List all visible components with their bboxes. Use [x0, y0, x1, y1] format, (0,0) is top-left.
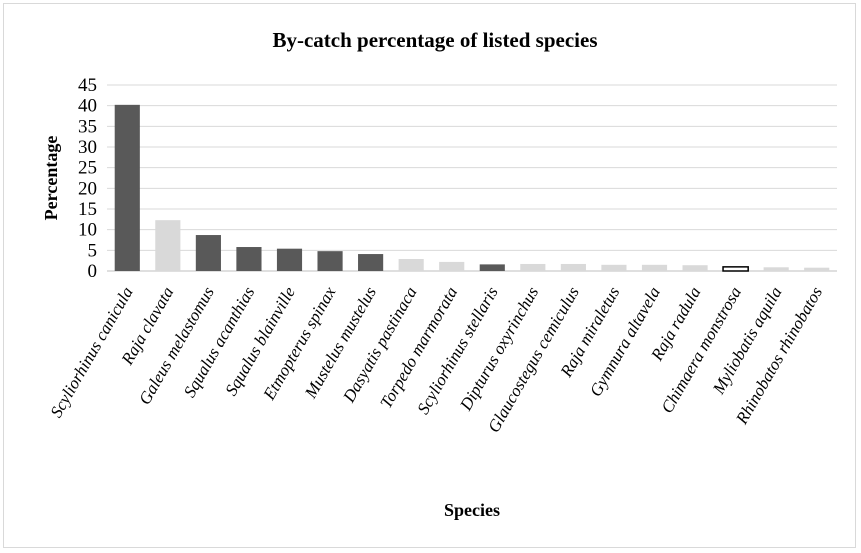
- bar: [560, 263, 586, 271]
- y-tick-label: 5: [88, 240, 98, 261]
- bar: [439, 261, 465, 271]
- bar: [114, 104, 140, 271]
- x-axis-title: Species: [444, 500, 500, 520]
- bar: [520, 263, 546, 271]
- y-tick-label: 0: [88, 261, 98, 282]
- bar: [763, 267, 789, 271]
- gridlines: [107, 84, 837, 272]
- chart-title: By-catch percentage of listed species: [272, 28, 597, 52]
- bar: [601, 264, 627, 271]
- bar: [317, 251, 343, 271]
- chart-frame: [3, 3, 856, 548]
- y-tick-label: 40: [78, 96, 97, 117]
- bar: [682, 265, 708, 271]
- bar: [804, 267, 830, 271]
- y-tick-label: 25: [78, 158, 97, 179]
- y-tick-label: 45: [78, 75, 97, 96]
- bars: [114, 104, 830, 272]
- bar: [195, 235, 221, 271]
- bar: [358, 254, 384, 271]
- y-tick-label: 20: [78, 178, 97, 199]
- bar: [398, 259, 424, 271]
- bar: [479, 264, 505, 271]
- y-tick-label: 15: [78, 199, 97, 220]
- bar: [276, 248, 303, 271]
- y-tick-label: 10: [78, 220, 97, 241]
- y-tick-label: 30: [78, 137, 97, 158]
- bar: [155, 220, 181, 271]
- bar: [641, 264, 668, 271]
- y-axis-title: Percentage: [41, 136, 61, 221]
- y-tick-label: 35: [78, 116, 97, 137]
- bar: [722, 266, 749, 272]
- bar: [236, 247, 262, 271]
